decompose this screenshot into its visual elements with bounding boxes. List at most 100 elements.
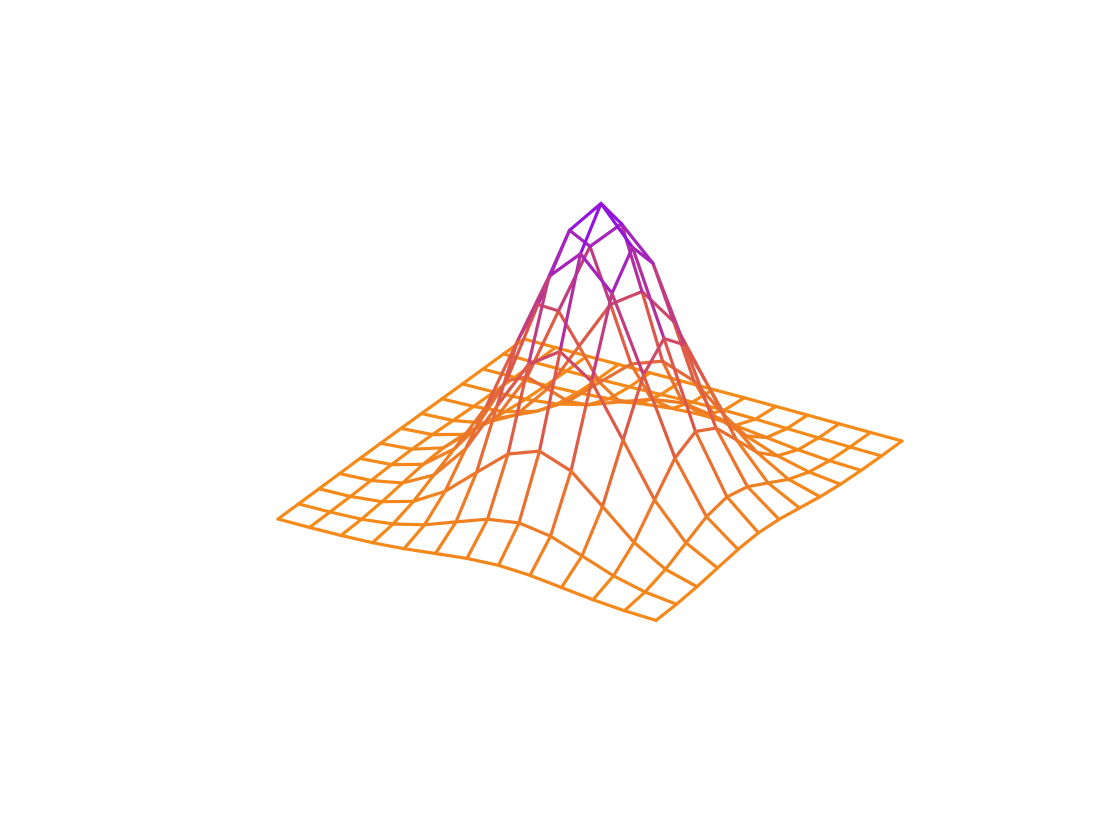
wire-segment-x-0-9 bbox=[337, 472, 373, 483]
wire-segment-x-11-1 bbox=[848, 445, 884, 458]
wire-segment-y-3-1 bbox=[575, 377, 600, 395]
wire-segment-x-6-11 bbox=[485, 517, 521, 525]
wire-segment-x-1-12 bbox=[307, 525, 343, 538]
wire-segment-x-8-1 bbox=[753, 417, 789, 431]
wire-segment-y-2-10 bbox=[359, 500, 384, 521]
wire-segment-y-1-11 bbox=[307, 510, 332, 530]
wire-segment-x-4-8 bbox=[484, 339, 520, 409]
wire-segment-y-0-7 bbox=[358, 441, 383, 460]
wire-segment-x-4-0 bbox=[648, 371, 684, 383]
wire-segment-y-4-10 bbox=[422, 489, 447, 527]
wire-segment-x-7-7 bbox=[599, 201, 635, 249]
wire-segment-x-11-4 bbox=[786, 477, 822, 499]
wire-segment-x-6-3 bbox=[649, 397, 685, 405]
wire-segment-y-10-10 bbox=[611, 540, 636, 578]
wire-segment-x-10-2 bbox=[796, 448, 832, 463]
wire-segment-x-9-0 bbox=[805, 413, 841, 426]
wire-segment-y-10-7 bbox=[673, 430, 698, 460]
wire-segment-x-0-0 bbox=[522, 337, 558, 350]
wire-segment-x-9-6 bbox=[682, 343, 718, 430]
wire-segment-x-0-3 bbox=[460, 382, 496, 394]
wire-segment-y-1-10 bbox=[328, 494, 353, 514]
wire-segment-y-7-0 bbox=[722, 396, 747, 412]
wire-segment-y-2-11 bbox=[339, 517, 364, 538]
wire-segment-y-5-3 bbox=[597, 380, 622, 404]
wire-segment-x-5-12 bbox=[433, 551, 469, 561]
wire-segment-x-10-4 bbox=[755, 450, 791, 481]
wire-segment-y-0-2 bbox=[460, 367, 485, 386]
wire-segment-y-9-0 bbox=[785, 413, 810, 431]
wire-segment-y-8-10 bbox=[548, 469, 573, 538]
wire-segment-x-3-11 bbox=[391, 522, 427, 527]
wire-segment-x-10-3 bbox=[775, 454, 811, 474]
wire-segment-x-8-9 bbox=[589, 379, 625, 442]
wire-segment-x-8-12 bbox=[528, 573, 564, 590]
wire-segment-x-7-1 bbox=[722, 408, 758, 421]
wire-segment-x-5-9 bbox=[495, 362, 531, 408]
wire-segment-x-11-11 bbox=[643, 590, 679, 606]
wire-segment-x-4-11 bbox=[422, 520, 458, 527]
wire-segment-y-10-6 bbox=[693, 426, 718, 434]
wire-segment-y-12-3 bbox=[818, 482, 843, 499]
wire-segment-y-12-5 bbox=[777, 506, 802, 522]
wire-segment-x-0-5 bbox=[419, 412, 455, 423]
wire-segment-x-0-11 bbox=[296, 502, 332, 514]
wire-segment-y-1-7 bbox=[389, 447, 414, 467]
wire-segment-x-8-0 bbox=[774, 404, 810, 417]
wire-segment-y-10-8 bbox=[652, 456, 677, 502]
wire-segment-y-4-5 bbox=[525, 375, 550, 391]
wire-segment-y-8-6 bbox=[630, 245, 655, 265]
wire-segment-x-9-2 bbox=[764, 435, 800, 452]
wire-segment-x-6-7 bbox=[567, 201, 603, 232]
wire-segment-x-10-7 bbox=[693, 430, 729, 499]
wire-segment-y-11-11 bbox=[622, 590, 647, 613]
wire-segment-y-7-8 bbox=[558, 252, 583, 354]
wire-segment-x-5-4 bbox=[597, 362, 633, 384]
wire-segment-x-8-2 bbox=[733, 423, 769, 440]
wire-segment-x-1-9 bbox=[369, 478, 405, 485]
wire-segment-y-11-4 bbox=[766, 477, 791, 485]
wire-segment-y-9-1 bbox=[764, 426, 789, 440]
wire-segment-y-2-0 bbox=[564, 354, 589, 373]
wire-segment-y-8-4 bbox=[671, 319, 696, 383]
wire-segment-x-3-4 bbox=[534, 399, 570, 413]
wire-segment-y-12-1 bbox=[859, 454, 884, 472]
wire-segment-y-6-11 bbox=[465, 517, 490, 561]
wire-segment-y-11-9 bbox=[663, 541, 688, 571]
wire-segment-y-0-9 bbox=[317, 472, 342, 491]
wire-segment-y-11-6 bbox=[725, 485, 750, 499]
wire-segment-x-7-8 bbox=[578, 252, 614, 295]
wire-segment-x-7-4 bbox=[660, 359, 696, 383]
wire-segment-y-1-8 bbox=[369, 463, 394, 483]
wire-segment-y-11-7 bbox=[704, 495, 729, 519]
wire-segment-y-1-6 bbox=[410, 433, 435, 451]
wire-segment-x-11-0 bbox=[868, 430, 904, 443]
wire-segment-x-6-0 bbox=[711, 387, 747, 400]
wire-segment-y-9-9 bbox=[600, 438, 625, 508]
wire-segment-x-4-6 bbox=[525, 309, 561, 379]
wire-segment-y-6-7 bbox=[547, 228, 572, 278]
wire-segment-y-11-8 bbox=[684, 515, 709, 545]
wire-segment-x-3-6 bbox=[493, 375, 529, 421]
wire-segment-x-10-1 bbox=[816, 436, 852, 449]
wire-segment-y-3-10 bbox=[391, 499, 416, 526]
wire-segment-y-9-8 bbox=[621, 373, 646, 442]
wire-segment-y-1-9 bbox=[348, 478, 373, 498]
wire-segment-x-7-11 bbox=[517, 521, 553, 538]
wire-segment-y-6-6 bbox=[567, 228, 592, 248]
wire-segment-y-12-2 bbox=[838, 468, 863, 486]
wire-segment-x-2-12 bbox=[339, 533, 375, 545]
wire-segment-x-8-7 bbox=[630, 245, 666, 341]
wire-segment-x-4-12 bbox=[402, 547, 438, 556]
wire-segment-x-0-4 bbox=[440, 397, 476, 408]
wire-segment-y-8-9 bbox=[569, 379, 594, 473]
wire-segment-y-9-6 bbox=[662, 336, 687, 347]
wire-segment-y-6-1 bbox=[670, 400, 695, 410]
wire-segment-y-11-3 bbox=[786, 470, 811, 481]
wire-segment-y-2-3 bbox=[503, 397, 528, 414]
wire-segment-y-10-0 bbox=[816, 422, 841, 440]
wire-segment-y-6-4 bbox=[608, 302, 633, 366]
wire-segment-x-0-6 bbox=[399, 426, 435, 437]
